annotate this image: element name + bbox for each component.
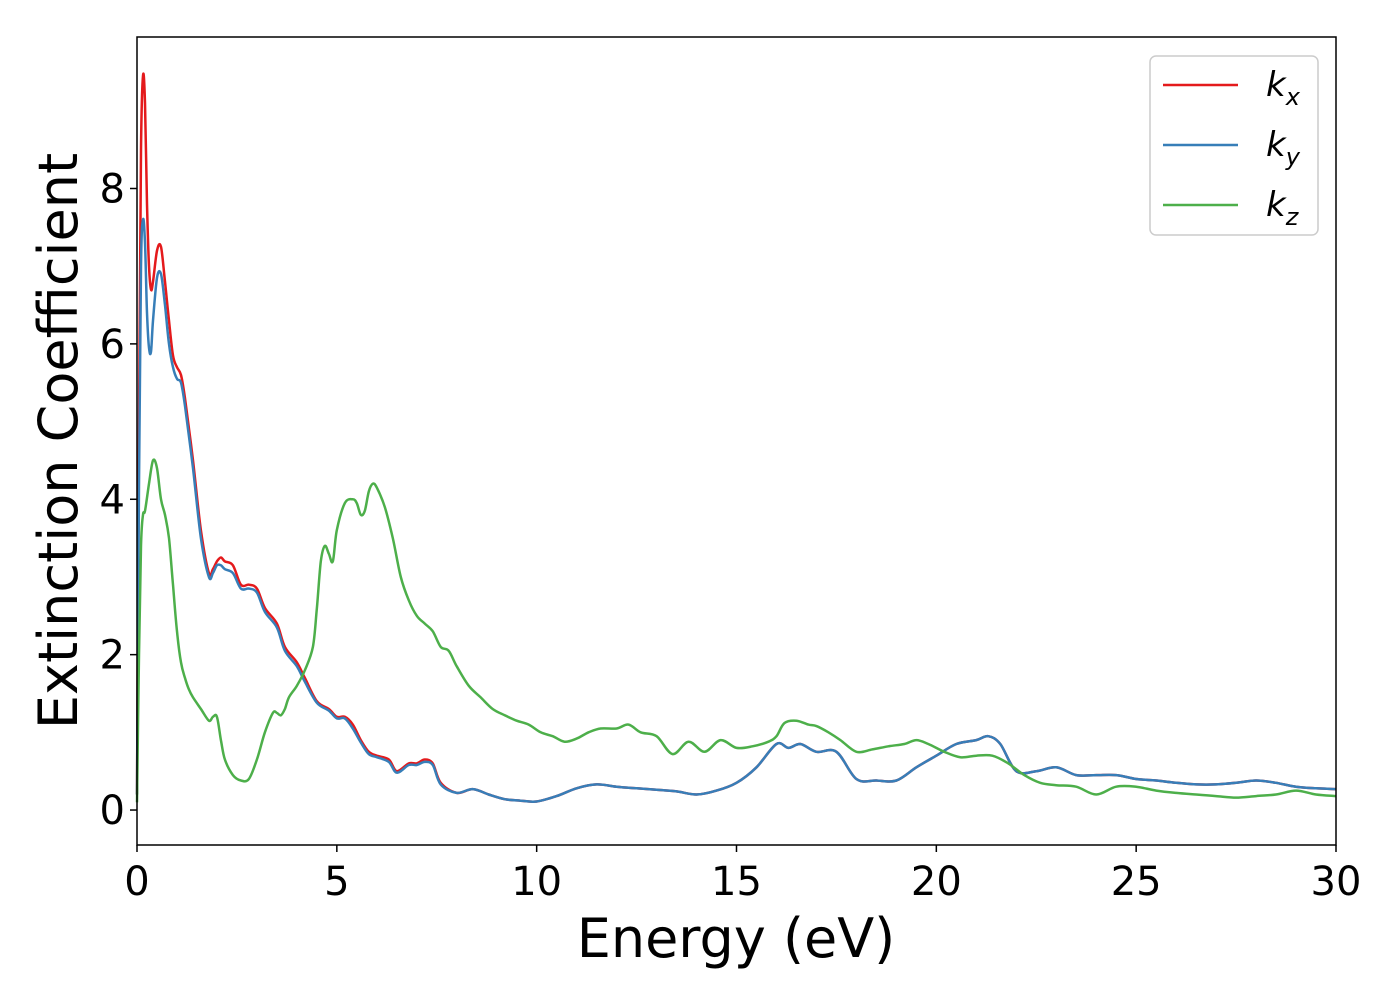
y-tick-label: 0 bbox=[100, 788, 125, 834]
y-tick-label: 4 bbox=[100, 477, 125, 523]
x-axis-ticks: 0 5 10 15 20 25 30 bbox=[124, 845, 1361, 905]
x-tick-label: 0 bbox=[124, 859, 149, 905]
y-tick-label: 8 bbox=[100, 167, 125, 213]
plot-lines bbox=[135, 72, 1337, 804]
x-tick-label: 25 bbox=[1111, 859, 1162, 905]
y-axis-title: Extinction Coefficient bbox=[27, 153, 90, 729]
x-tick-label: 10 bbox=[511, 859, 562, 905]
y-axis-ticks: 0 2 4 6 8 bbox=[100, 167, 137, 834]
x-tick-label: 30 bbox=[1311, 859, 1362, 905]
legend-label-x: kx bbox=[1266, 65, 1301, 111]
x-tick-label: 5 bbox=[324, 859, 349, 905]
series-line-z bbox=[135, 458, 1337, 803]
y-tick-label: 2 bbox=[100, 633, 125, 679]
series-line-y bbox=[135, 217, 1337, 804]
y-tick-label: 6 bbox=[100, 322, 125, 368]
legend-label-y: ky bbox=[1266, 125, 1301, 171]
x-tick-label: 20 bbox=[911, 859, 962, 905]
x-tick-label: 15 bbox=[711, 859, 762, 905]
x-axis-title: Energy (eV) bbox=[577, 907, 896, 970]
